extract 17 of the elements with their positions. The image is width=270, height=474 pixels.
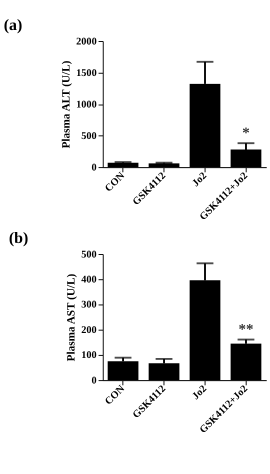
y-tick-label: 1000 xyxy=(76,99,97,110)
y-tick-label: 0 xyxy=(92,375,97,386)
chart-title: (a) xyxy=(4,16,22,34)
y-tick-label: 200 xyxy=(81,324,97,336)
annotation: * xyxy=(242,126,250,142)
y-tick-label: 300 xyxy=(81,300,97,311)
y-axis-title: Plasma AST (U/L) xyxy=(66,274,78,362)
y-tick-label: 500 xyxy=(81,249,97,260)
y-tick-label: 1500 xyxy=(76,68,97,79)
y-tick-label: 500 xyxy=(81,130,97,142)
annotation: ** xyxy=(238,322,254,338)
y-tick-label: 0 xyxy=(92,162,97,174)
y-tick-label: 100 xyxy=(81,350,97,362)
y-tick-label: 2000 xyxy=(76,36,97,48)
y-tick-label: 400 xyxy=(81,274,97,286)
chart-title: (b) xyxy=(8,230,28,247)
y-axis-title: Plasma ALT (U/L) xyxy=(60,60,73,148)
